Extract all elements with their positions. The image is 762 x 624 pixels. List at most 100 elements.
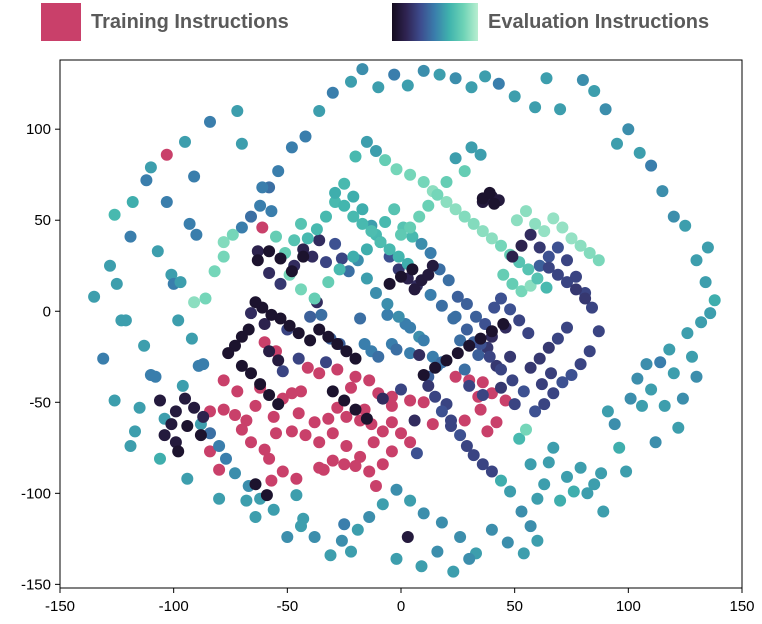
data-point xyxy=(256,221,269,234)
data-point xyxy=(488,301,501,314)
data-point xyxy=(235,137,248,150)
data-point xyxy=(172,314,185,327)
data-point xyxy=(545,367,557,380)
data-point xyxy=(263,267,276,279)
data-point xyxy=(506,277,519,290)
data-point xyxy=(274,252,287,265)
data-point xyxy=(383,277,396,290)
data-point xyxy=(385,416,398,429)
data-point xyxy=(460,440,473,452)
data-point xyxy=(417,396,430,409)
data-point xyxy=(620,465,633,478)
y-tick-label: -150 xyxy=(21,576,51,593)
data-point xyxy=(404,347,417,360)
data-point xyxy=(360,243,373,256)
data-point xyxy=(326,427,339,440)
data-point xyxy=(240,494,253,507)
data-point xyxy=(322,412,335,425)
data-point xyxy=(479,70,492,83)
data-point xyxy=(265,205,278,218)
data-point xyxy=(329,196,342,208)
data-point xyxy=(454,334,467,347)
data-point xyxy=(506,250,519,263)
data-point xyxy=(429,390,442,403)
data-point xyxy=(270,427,282,440)
data-point xyxy=(520,423,532,436)
data-point xyxy=(229,467,241,480)
data-point xyxy=(476,225,489,238)
data-point xyxy=(504,303,517,316)
data-point xyxy=(554,494,567,507)
data-point xyxy=(574,239,587,252)
data-point xyxy=(119,314,132,327)
data-point xyxy=(570,270,582,283)
data-point xyxy=(229,409,241,421)
data-point xyxy=(217,250,230,263)
data-point xyxy=(188,296,201,309)
data-point xyxy=(97,352,110,365)
data-point xyxy=(542,341,555,354)
data-point xyxy=(470,310,482,323)
data-point xyxy=(342,265,355,278)
data-point xyxy=(292,327,305,340)
data-point xyxy=(424,247,437,259)
data-point xyxy=(331,338,344,350)
data-point xyxy=(160,148,173,161)
data-point xyxy=(663,343,676,356)
data-point xyxy=(581,487,594,500)
data-point xyxy=(583,345,596,358)
data-point xyxy=(435,516,448,529)
data-point xyxy=(320,210,332,223)
data-point xyxy=(440,196,453,208)
data-point xyxy=(197,358,210,371)
data-point xyxy=(363,511,376,523)
data-point xyxy=(583,247,596,259)
data-point xyxy=(465,81,478,94)
data-point xyxy=(108,208,121,221)
data-point xyxy=(335,252,348,265)
data-point xyxy=(356,217,369,230)
data-point xyxy=(565,369,578,381)
data-point xyxy=(542,250,555,263)
data-point xyxy=(154,452,166,465)
data-point xyxy=(506,374,519,387)
data-point xyxy=(333,263,346,276)
data-point xyxy=(458,165,471,178)
data-point xyxy=(360,272,373,285)
data-point xyxy=(463,552,476,565)
data-point xyxy=(263,389,276,401)
data-point xyxy=(672,421,685,434)
data-point xyxy=(404,394,417,407)
data-point xyxy=(154,394,166,407)
data-point xyxy=(172,445,185,458)
data-point xyxy=(188,401,201,414)
data-point xyxy=(485,325,498,338)
data-point xyxy=(258,318,271,330)
data-point xyxy=(322,276,335,289)
data-point xyxy=(267,503,280,516)
data-point xyxy=(576,74,589,86)
data-point xyxy=(329,237,342,250)
data-point xyxy=(531,534,544,547)
data-point xyxy=(460,298,473,310)
data-point xyxy=(245,307,257,320)
data-point xyxy=(599,103,612,116)
data-point xyxy=(485,523,498,536)
data-point xyxy=(258,443,271,456)
data-point xyxy=(535,378,548,391)
data-point xyxy=(410,447,423,460)
data-point xyxy=(263,452,276,465)
data-point xyxy=(326,385,339,398)
data-point xyxy=(588,478,601,491)
data-point xyxy=(524,361,537,374)
data-point xyxy=(551,268,564,281)
data-point xyxy=(285,387,298,400)
data-point xyxy=(254,378,267,391)
legend-item-training: Training Instructions xyxy=(41,2,289,42)
data-point xyxy=(538,225,551,238)
data-point xyxy=(310,223,323,236)
data-point xyxy=(315,308,328,321)
data-point xyxy=(483,186,496,199)
data-point xyxy=(422,379,435,392)
data-point xyxy=(588,85,601,97)
